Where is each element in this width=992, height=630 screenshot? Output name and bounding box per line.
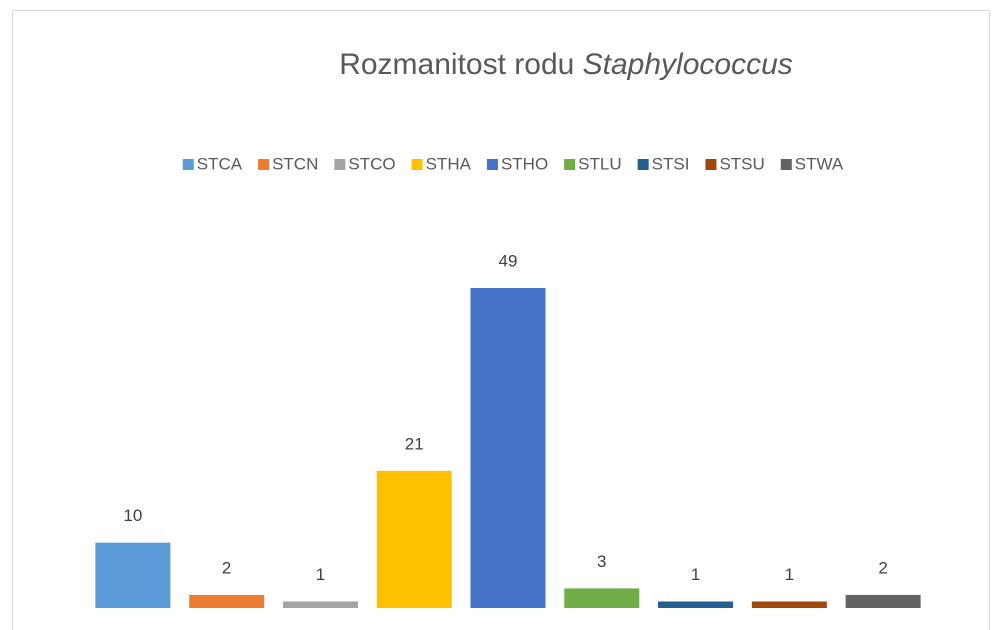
bar [376, 470, 452, 608]
data-label: 3 [597, 552, 606, 571]
legend-swatch [411, 159, 423, 170]
data-label: 2 [878, 558, 887, 577]
data-label: 21 [405, 434, 424, 453]
legend-label: STLU [578, 154, 621, 173]
legend-label: STWA [795, 154, 844, 173]
legend-swatch [564, 159, 576, 170]
bar [658, 601, 734, 608]
legend-swatch [182, 159, 194, 170]
legend-swatch [258, 159, 270, 170]
bar [95, 542, 171, 608]
bar [189, 594, 265, 608]
bar [845, 594, 921, 608]
chart-title: Rozmanitost rodu Staphylococcus [339, 48, 793, 81]
data-label: 1 [785, 565, 794, 584]
bar [470, 288, 546, 608]
title-emphasis: Staphylococcus [583, 48, 793, 81]
legend-label: STCN [272, 154, 318, 173]
title-text: Rozmanitost rodu [339, 48, 574, 81]
bar [564, 588, 640, 608]
bar [282, 601, 358, 608]
legend-swatch [705, 159, 717, 170]
data-label: 2 [222, 558, 231, 577]
data-label: 1 [316, 565, 325, 584]
legend-label: STCO [348, 154, 395, 173]
legend-label: STSI [652, 154, 690, 173]
bar [751, 601, 827, 608]
legend-label: STSU [719, 154, 764, 173]
legend-swatch [780, 159, 792, 170]
legend-swatch [486, 159, 498, 170]
legend-swatch [637, 159, 649, 170]
data-label: 10 [123, 506, 142, 525]
data-label: 1 [691, 565, 700, 584]
legend-label: STCA [197, 154, 243, 173]
legend-label: STHO [501, 154, 548, 173]
data-label: 49 [499, 251, 518, 270]
legend-label: STHA [426, 154, 472, 173]
legend-swatch [334, 159, 346, 170]
